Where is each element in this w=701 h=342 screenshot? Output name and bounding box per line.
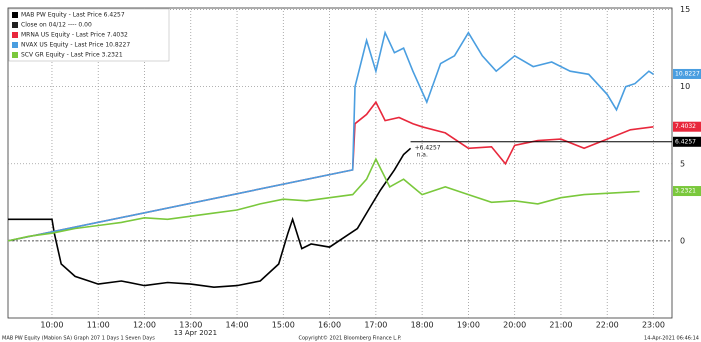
x-tick-label: 22:00	[596, 321, 619, 330]
legend-label: NVAX US Equity - Last Price 10.8227	[21, 42, 130, 49]
y-tick-label: 0	[680, 236, 685, 245]
series-line	[7, 100, 654, 242]
series-line	[7, 157, 640, 242]
last-value-box	[673, 136, 701, 147]
annotation: +6.4257	[415, 144, 441, 151]
legend-swatch	[12, 22, 18, 28]
x-tick-label: 13:00	[179, 321, 202, 330]
x-tick-label: 19:00	[457, 321, 480, 330]
legend-swatch	[12, 42, 18, 48]
legend: MAB PW Equity - Last Price 6.4257 Close o…	[8, 8, 170, 62]
footer-left: MAB PW Equity (Mabion SA) Graph 207 1 Da…	[2, 336, 155, 342]
x-tick-label: 20:00	[503, 321, 526, 330]
x-tick-label: 16:00	[318, 321, 341, 330]
x-tick-label: 15:00	[272, 321, 295, 330]
y-tick-label: 10	[680, 82, 690, 91]
legend-label: MAB PW Equity - Last Price 6.4257	[21, 12, 125, 19]
footer-right: 14-Apr-2021 06:46:14	[644, 336, 699, 342]
x-tick-label: 17:00	[364, 321, 387, 330]
legend-label: MRNA US Equity - Last Price 7.4032	[21, 32, 128, 39]
legend-box	[8, 8, 170, 62]
legend-swatch	[12, 52, 18, 58]
x-tick-label: 14:00	[226, 321, 249, 330]
legend-label: Close on 04/12 ---- 0.00	[21, 22, 92, 29]
last-value-box	[673, 121, 701, 132]
last-value-label: 7.4032	[675, 123, 696, 130]
last-value-label: 6.4257	[675, 138, 696, 145]
y-tick-label: 15	[680, 5, 690, 14]
last-value-box	[673, 186, 701, 197]
legend-label: SCV GR Equity - Last Price 3.2321	[21, 52, 123, 59]
x-tick-label: 21:00	[549, 321, 572, 330]
x-tick-label: 18:00	[411, 321, 434, 330]
x-tick-label: 10:00	[40, 321, 63, 330]
last-value-box	[673, 68, 701, 79]
legend-swatch	[12, 32, 18, 38]
x-axis-label: 13 Apr 2021	[174, 329, 217, 337]
series-line	[7, 30, 654, 242]
plot-frame	[7, 7, 673, 319]
series-line	[8, 147, 412, 289]
x-tick-label: 23:00	[642, 321, 665, 330]
y-tick-label: 5	[680, 159, 685, 168]
x-tick-label: 11:00	[87, 321, 110, 330]
x-tick-label: 12:00	[133, 321, 156, 330]
annotation-sub: n.a.	[417, 151, 428, 158]
last-value-label: 10.8227	[675, 70, 700, 77]
last-value-label: 3.2321	[675, 188, 696, 195]
legend-swatch	[12, 12, 18, 18]
footer-center: Copyright© 2021 Bloomberg Finance L.P.	[298, 335, 401, 342]
